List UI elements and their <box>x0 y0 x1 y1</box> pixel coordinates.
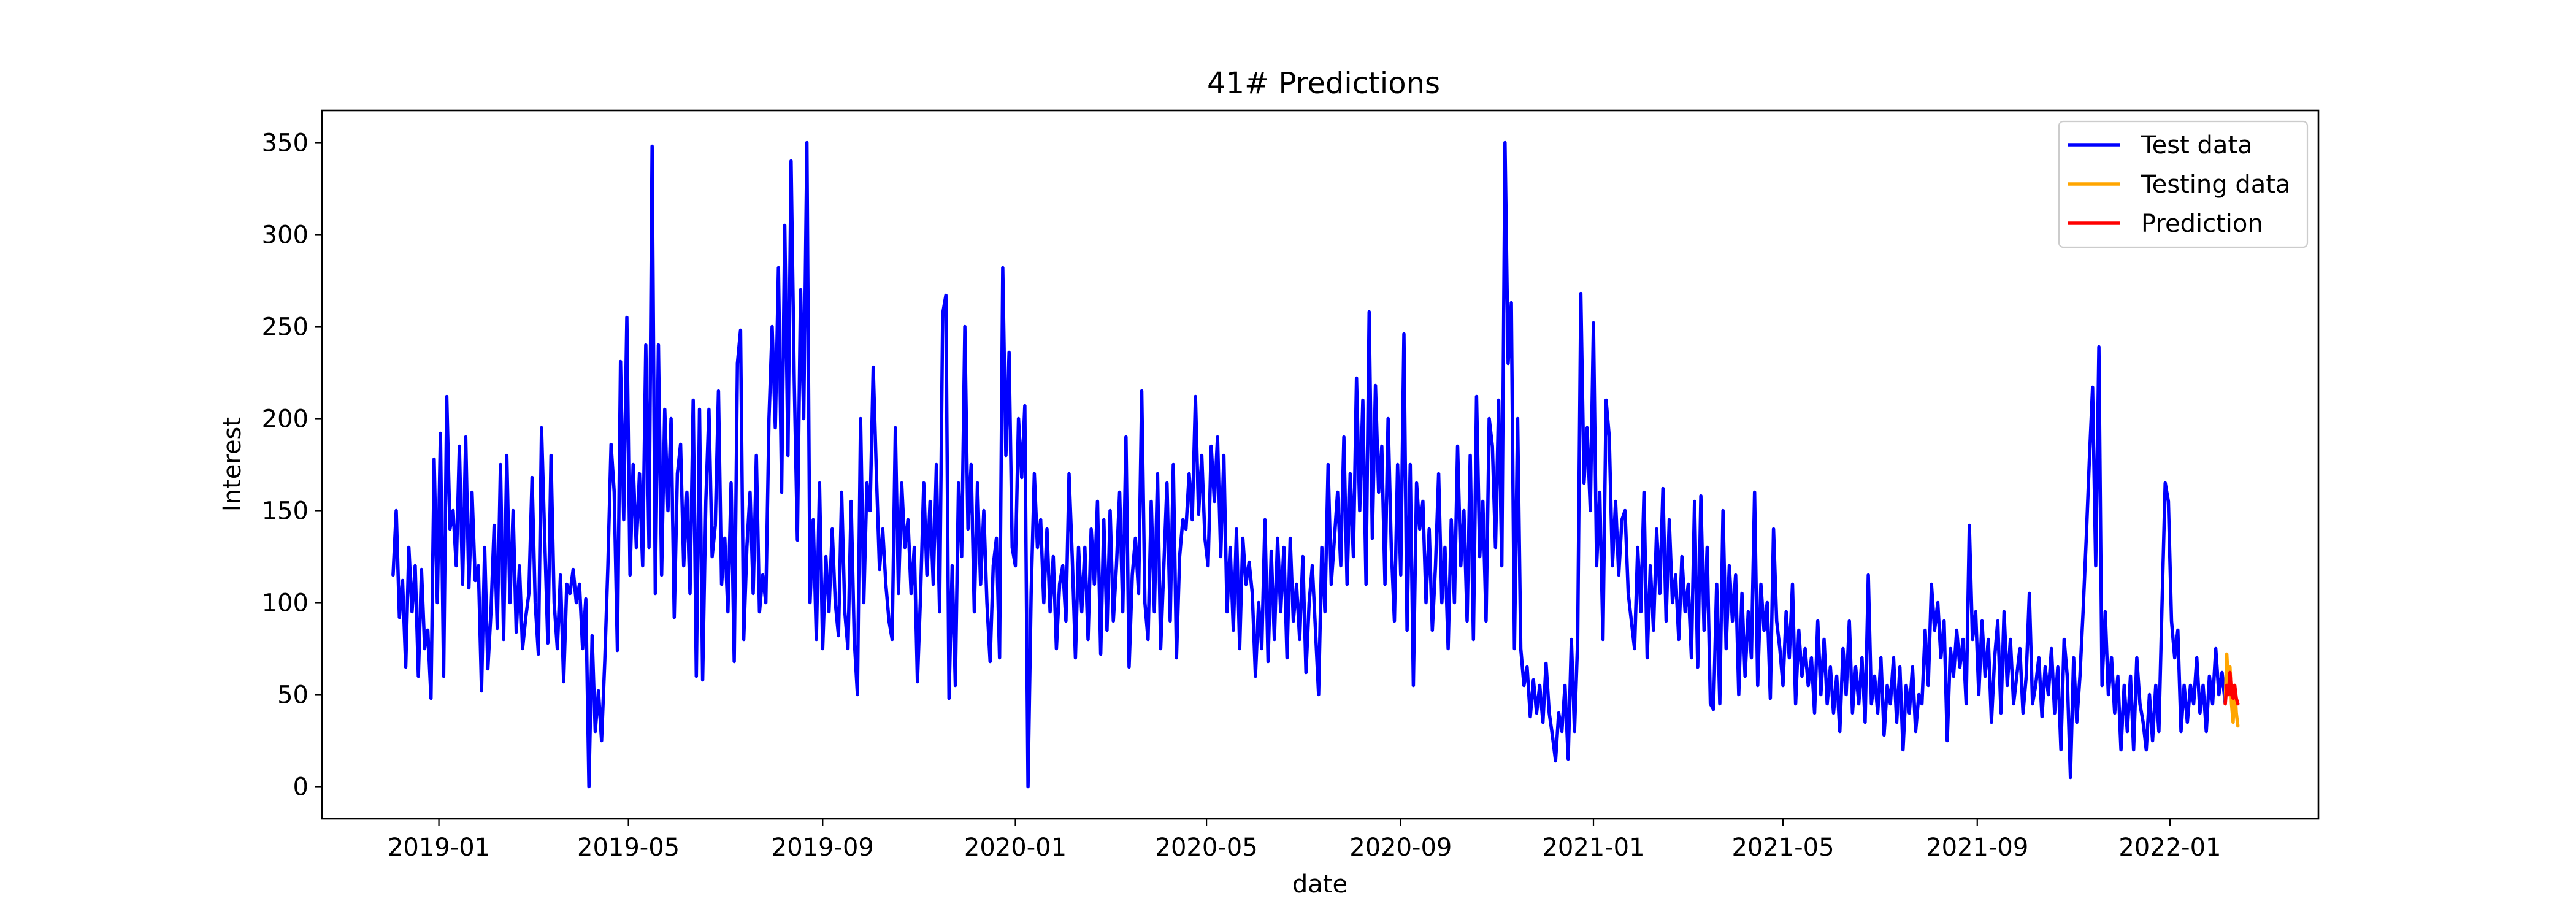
y-axis: 0 50 100 150 200 250 300 350 <box>262 129 322 802</box>
y-tick-label: 250 <box>262 313 309 342</box>
y-tick-label: 150 <box>262 497 309 526</box>
plot-frame <box>321 109 2320 820</box>
series-line-prediction <box>2223 670 2240 706</box>
y-tick-label: 0 <box>293 773 309 802</box>
legend-box <box>2058 120 2309 248</box>
x-tick-label: 2020-01 <box>964 834 1067 862</box>
series-line-test-data <box>391 140 2227 789</box>
y-tick-label: 100 <box>262 589 309 618</box>
x-tick-label: 2022-01 <box>2118 834 2221 862</box>
y-tick-label: 50 <box>277 681 309 710</box>
x-tick-label: 2021-05 <box>1731 834 1834 862</box>
legend-label-prediction: Prediction <box>2141 210 2263 238</box>
x-axis-label: date <box>1292 870 1347 899</box>
series-layer <box>391 140 2240 789</box>
chart-title: 41# Predictions <box>1207 66 1440 101</box>
x-tick-label: 2019-05 <box>577 834 680 862</box>
legend-label-testing-data: Testing data <box>2141 171 2290 199</box>
y-tick-label: 200 <box>262 405 309 434</box>
x-tick-label: 2021-09 <box>1926 834 2028 862</box>
x-tick-label: 2019-01 <box>388 834 490 862</box>
x-tick-label: 2020-05 <box>1156 834 1258 862</box>
y-tick-label: 350 <box>262 129 309 158</box>
y-axis-label: Interest <box>218 417 247 512</box>
x-tick-label: 2019-09 <box>772 834 874 862</box>
y-tick-label: 300 <box>262 221 309 250</box>
legend: Test data Testing data Prediction <box>2058 120 2309 248</box>
x-tick-label: 2021-01 <box>1542 834 1644 862</box>
x-tick-label: 2020-09 <box>1349 834 1452 862</box>
x-axis: 2019-01 2019-05 2019-09 2020-01 2020-05 2020-… <box>388 819 2221 862</box>
legend-label-test-data: Test data <box>2141 131 2253 159</box>
series-line-testing-data <box>2223 652 2240 728</box>
